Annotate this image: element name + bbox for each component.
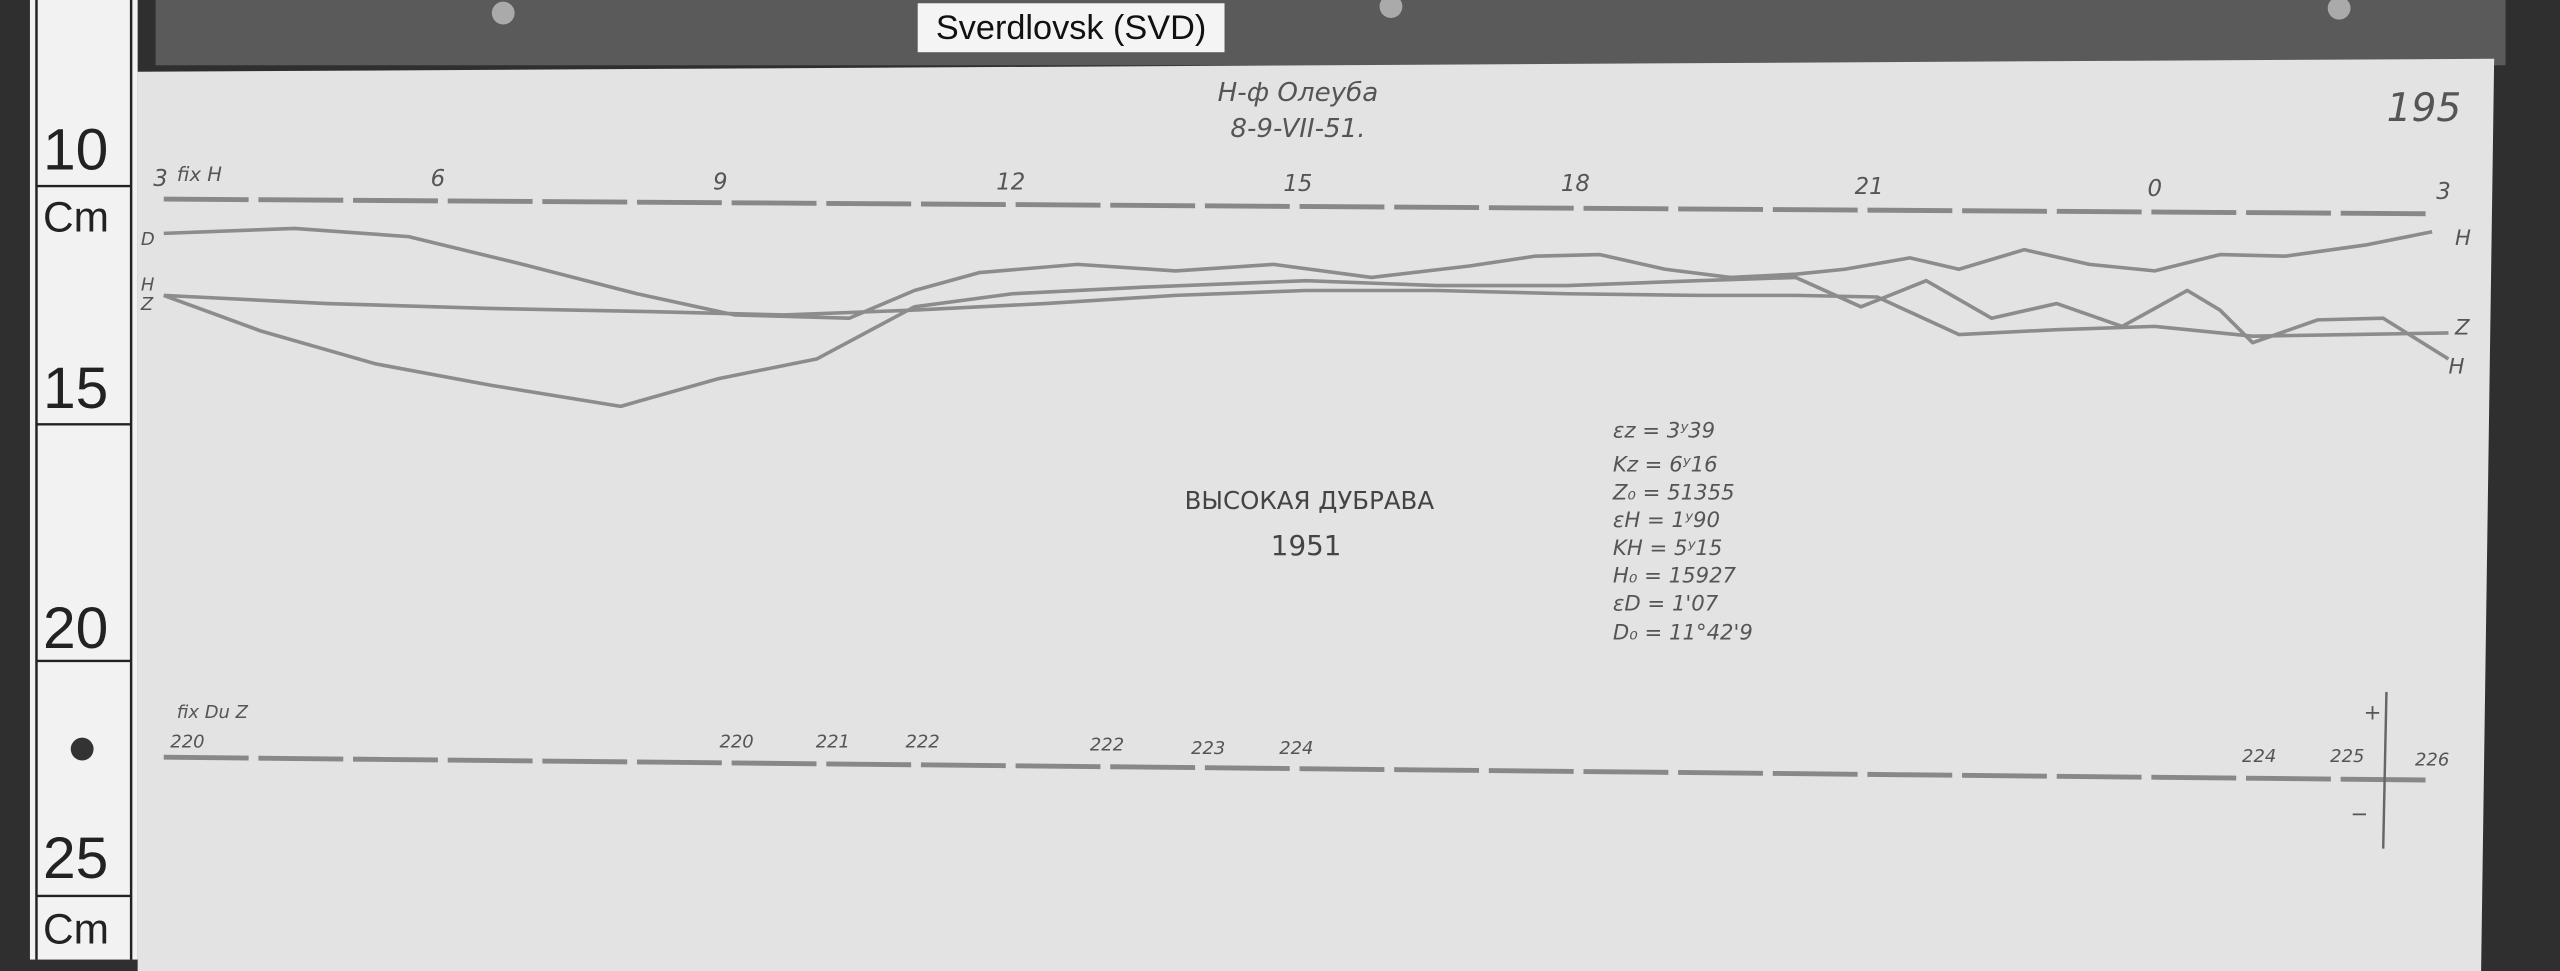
trace-label: Z	[140, 294, 154, 315]
ruler-lines	[35, 0, 133, 960]
hour-label: 9	[713, 169, 728, 195]
baseline-label: 220	[719, 731, 753, 752]
constant: Kz = 6ʸ16	[1613, 453, 1718, 478]
hour-label: 18	[1561, 171, 1590, 197]
hour-label: 0	[2147, 176, 2162, 202]
place: ВЫСОКАЯ ДУБРАВА	[1185, 486, 1435, 515]
ruler-hole	[70, 737, 94, 761]
board-top	[155, 0, 2506, 66]
baseline-label: 220	[170, 731, 204, 752]
ruler-mark: 20	[43, 596, 108, 661]
paper	[137, 58, 2495, 971]
trace-label: D	[141, 229, 155, 250]
trace-label: H	[141, 274, 155, 295]
hour-label: 12	[996, 169, 1025, 195]
pin	[1379, 0, 1403, 18]
constant: D₀ = 11°42'9	[1613, 621, 1753, 646]
baseline-label: 224	[1279, 738, 1313, 759]
ruler-mark: 10	[43, 118, 108, 183]
scale-arrow	[2381, 691, 2388, 849]
baseline-label: 226	[2415, 749, 2449, 770]
pin	[2327, 0, 2351, 20]
station-handwritten: Н-ф Олеуба	[1218, 78, 1379, 108]
constant: KH = 5ʸ15	[1613, 536, 1722, 561]
trace-h	[163, 275, 2450, 409]
baseline-label: 223	[1191, 738, 1225, 759]
baseline-label: 222	[905, 731, 939, 752]
ruler-mark: 25	[43, 826, 108, 891]
year: 1951	[1271, 529, 1342, 562]
baseline-label: 222	[1090, 735, 1124, 756]
date: 8-9-VII-51.	[1230, 114, 1365, 144]
trace-label: Z	[2454, 316, 2470, 341]
scale-sign: −	[2351, 802, 2369, 827]
trace-label: H	[2448, 355, 2464, 380]
constant: εz = 3ʸ39	[1613, 418, 1715, 443]
trace-d	[163, 226, 2433, 321]
constant: εD = 1'07	[1613, 591, 1719, 616]
baseline-label: 224	[2242, 746, 2276, 767]
ruler-mark: 15	[43, 356, 108, 421]
pin	[491, 1, 515, 25]
baseline-label: 225	[2330, 746, 2364, 767]
sheet-number: 195	[2387, 86, 2462, 131]
hour-label: 3	[2436, 179, 2451, 205]
ruler	[29, 0, 138, 960]
hour-label: 21	[1855, 174, 1884, 200]
ruler-mark: Cm	[43, 194, 109, 241]
baseline-label: 221	[816, 731, 850, 752]
trace-z	[163, 288, 2449, 338]
trace-label: H	[2455, 226, 2471, 251]
hour-caption: fix H	[177, 163, 222, 186]
baseline-caption: fix Du Z	[177, 702, 249, 723]
label-box	[917, 3, 1225, 53]
constant: εH = 1ʸ90	[1613, 508, 1720, 533]
hour-label: 3	[153, 166, 168, 192]
hour-label: 6	[431, 166, 446, 192]
ruler-mark: Cm	[43, 905, 109, 952]
hour-label: 15	[1283, 171, 1312, 197]
scale-sign: +	[2364, 701, 2382, 726]
station-label: Sverdlovsk (SVD)	[936, 9, 1206, 47]
constant: H₀ = 15927	[1613, 564, 1737, 589]
constant: Z₀ = 51355	[1612, 480, 1735, 505]
